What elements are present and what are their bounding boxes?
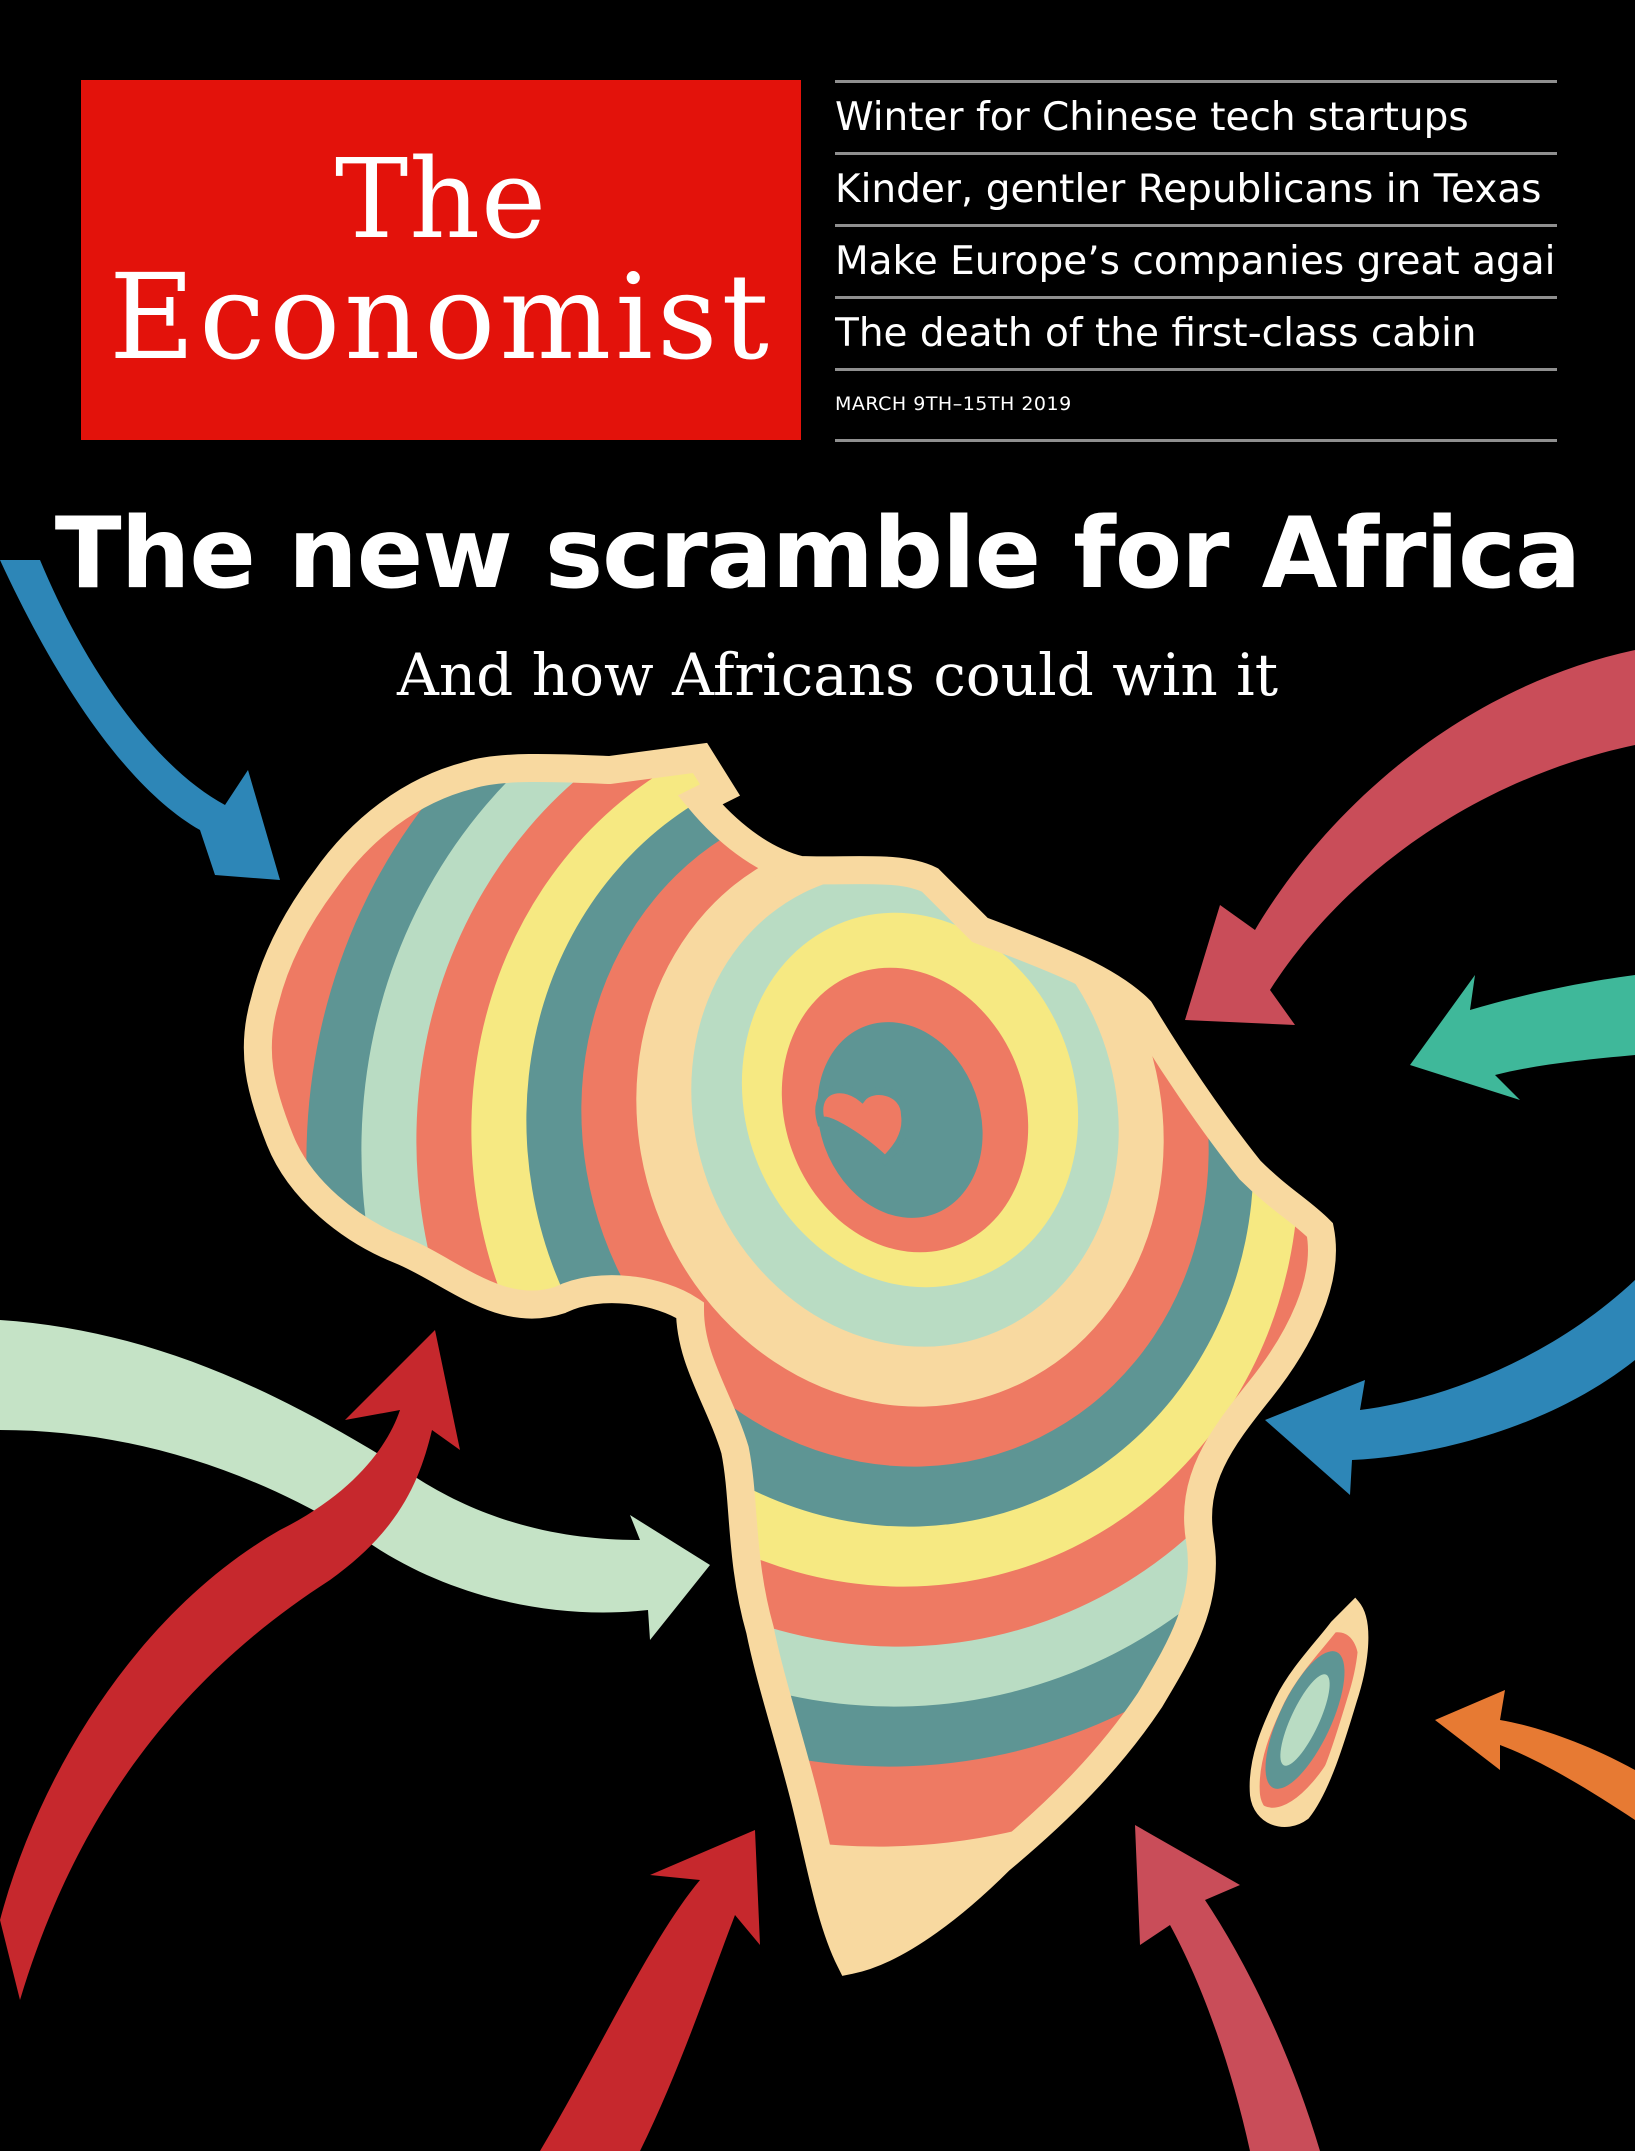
divider [835,296,1557,299]
arrow-bottom-red [540,1830,760,2151]
headline-3[interactable]: Make Europe’s companies great again [835,239,1557,284]
masthead-logo[interactable]: The Economist [81,80,801,440]
arrow-top-left [0,560,280,880]
logo-word-economist: Economist [109,248,773,386]
headline-1[interactable]: Winter for Chinese tech startups [835,95,1469,140]
heart-icon [815,1085,910,1166]
madagascar-map-icon [1229,1605,1382,1823]
headline-2[interactable]: Kinder, gentler Republicans in Texas [835,167,1542,212]
cover-main-headline[interactable]: The new scramble for Africa [54,497,1581,611]
cover-headlines: Winter for Chinese tech startups Kinder,… [835,80,1557,442]
divider [835,439,1557,442]
divider [835,152,1557,155]
arrow-left-red [0,1330,460,2000]
arrow-top-right [1185,650,1635,1025]
divider [835,368,1557,371]
africa-map-icon [55,377,1635,2023]
arrow-right-teal [1410,975,1635,1100]
arrow-right-blue [1265,1280,1635,1495]
cover-sub-headline: And how Africans could win it [396,641,1279,709]
arrow-bottom-crimson [1135,1825,1320,2151]
arrow-bottom-orange [1435,1690,1635,1820]
headline-4[interactable]: The death of the first-class cabin [835,311,1477,356]
divider [835,224,1557,227]
divider [835,80,1557,83]
issue-date: MARCH 9TH–15TH 2019 [835,393,1072,415]
logo-word-the: The [334,135,548,263]
